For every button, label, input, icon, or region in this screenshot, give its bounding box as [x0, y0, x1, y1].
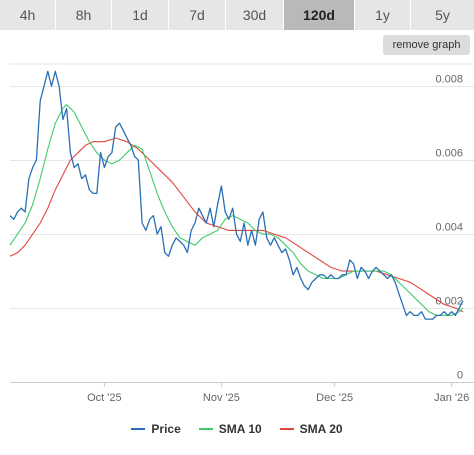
legend-item-sma10[interactable]: SMA 10 [198, 422, 262, 436]
y-tick-label: 0.002 [435, 296, 463, 308]
x-axis-ticks: Oct '25 Nov '25 Dec '25 Jan '26 [87, 382, 469, 404]
tab-30d[interactable]: 30d [226, 0, 284, 30]
remove-graph-button[interactable]: remove graph [383, 35, 470, 55]
x-tick-label: Nov '25 [203, 392, 240, 404]
tab-8h[interactable]: 8h [56, 0, 112, 30]
series-line-price [9, 70, 464, 320]
legend-label-sma20: SMA 20 [299, 422, 343, 436]
legend-swatch-sma20 [279, 428, 294, 430]
legend-label-price: Price [151, 422, 181, 436]
y-axis-ticks: 0 0.002 0.004 0.006 0.008 [435, 74, 463, 382]
tab-5y[interactable]: 5y [411, 0, 474, 30]
chart-series [9, 70, 464, 320]
series-line-sma20 [9, 137, 464, 313]
legend-label-sma10: SMA 10 [218, 422, 262, 436]
tab-7d[interactable]: 7d [169, 0, 226, 30]
x-tick-label: Jan '26 [434, 392, 469, 404]
chart-grid [10, 63, 474, 383]
series-line-sma10 [9, 104, 464, 316]
legend-swatch-price [131, 428, 146, 430]
y-tick-label: 0 [457, 370, 463, 382]
y-tick-label: 0.008 [435, 74, 463, 86]
time-range-tabs: 4h 8h 1d 7d 30d 120d 1y 5y [0, 0, 474, 30]
y-tick-label: 0.004 [435, 222, 463, 234]
legend-item-sma20[interactable]: SMA 20 [279, 422, 343, 436]
x-tick-label: Dec '25 [316, 392, 353, 404]
y-tick-label: 0.006 [435, 148, 463, 160]
legend-swatch-sma10 [198, 428, 213, 430]
tab-1d[interactable]: 1d [112, 0, 169, 30]
tab-4h[interactable]: 4h [0, 0, 56, 30]
chart-legend: Price SMA 10 SMA 20 [0, 418, 474, 440]
tab-1y[interactable]: 1y [355, 0, 411, 30]
tab-120d[interactable]: 120d [284, 0, 355, 30]
legend-item-price[interactable]: Price [131, 422, 181, 436]
x-tick-label: Oct '25 [87, 392, 122, 404]
